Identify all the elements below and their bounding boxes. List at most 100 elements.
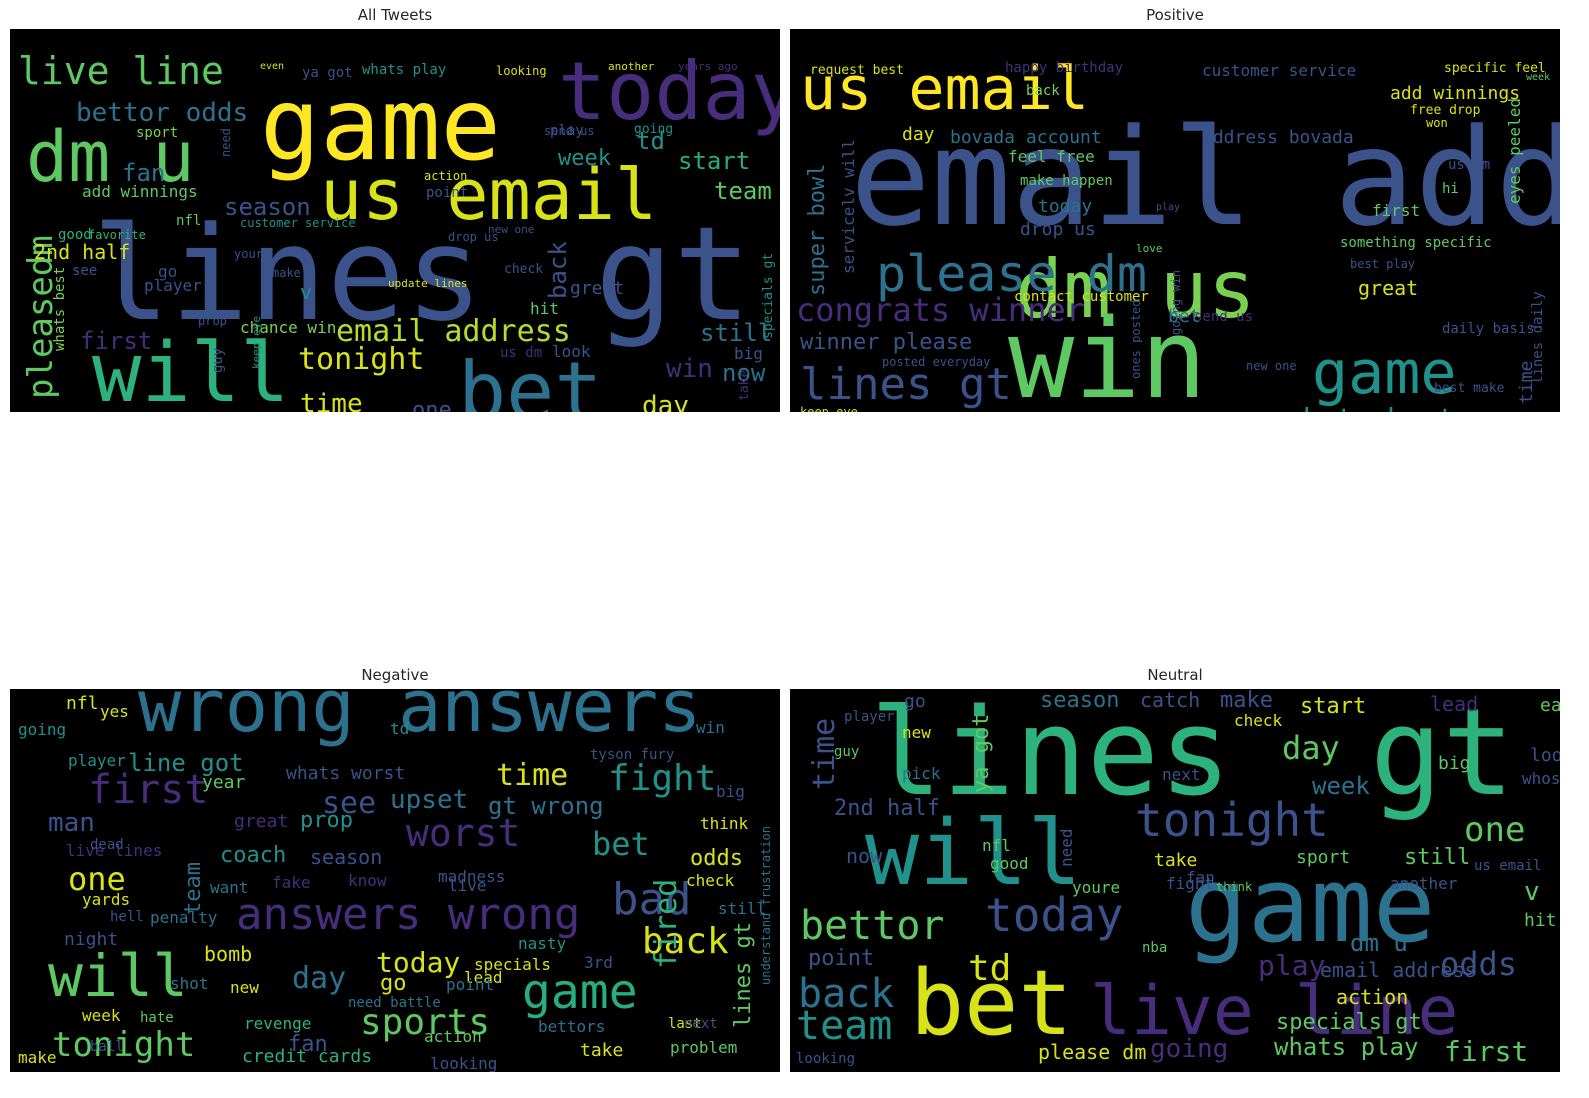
word-tonight: tonight xyxy=(1135,793,1329,847)
word-best-make: best make xyxy=(1434,381,1505,396)
word-please-dm: please dm xyxy=(876,245,1147,303)
word-make-happen: make happen xyxy=(1020,173,1113,189)
word-will: will xyxy=(48,942,188,1010)
word-favorite: favorite xyxy=(88,228,146,242)
word-update-lines: update lines xyxy=(388,277,467,290)
word-back: back xyxy=(798,971,894,1017)
word-won: won xyxy=(1426,116,1448,130)
word-bad: bad xyxy=(612,874,691,925)
word-tonight: tonight xyxy=(52,1025,195,1065)
word-daily-basis: daily basis xyxy=(1442,321,1535,337)
word-new-one: new one xyxy=(1246,359,1297,373)
word-today: today xyxy=(376,946,460,979)
word-another: another xyxy=(1390,874,1458,893)
word-going-win: going win xyxy=(1169,270,1183,335)
word-player: player xyxy=(68,751,126,770)
word-sport: sport xyxy=(1296,847,1350,868)
word-even: even xyxy=(260,61,284,72)
word-point: point xyxy=(426,185,468,201)
word-man: man xyxy=(48,808,95,838)
word-congrats-winner: congrats winner xyxy=(796,291,1085,329)
word-week: week xyxy=(1526,72,1550,83)
word-need-battle: need battle xyxy=(348,995,441,1011)
word-year: year xyxy=(202,772,246,793)
word-bet: bet xyxy=(1168,306,1201,327)
word-first: first xyxy=(1444,1035,1528,1068)
word-today: today xyxy=(985,888,1123,942)
word-td: td xyxy=(390,719,409,738)
word-posted-everyday: posted everyday xyxy=(882,355,990,369)
wordcloud-panel-neutral: lines gt will game bet live line today tonight b… xyxy=(790,689,1560,1072)
word-fan: fan xyxy=(288,1032,328,1057)
word-us-dm: us dm xyxy=(500,345,542,361)
word-dm-u: dm u xyxy=(26,116,195,198)
word-us-email: us email xyxy=(1474,858,1541,874)
word-player: player xyxy=(844,709,895,725)
wordcloud-panel-negative: wrong answers answers wrong will game sports… xyxy=(10,689,780,1072)
word-think: think xyxy=(1216,880,1253,894)
word-lead: lead xyxy=(1430,692,1478,716)
word-take: take xyxy=(1154,850,1197,871)
word-see: see xyxy=(72,263,97,279)
word-another: another xyxy=(608,60,655,73)
word-take: take xyxy=(580,1040,623,1061)
wordcloud-panel-all-tweets: lines gt game today will bet us email dm u live … xyxy=(10,29,780,412)
word-today: today xyxy=(1038,196,1092,217)
word-play: play xyxy=(550,123,584,139)
word-keep-eye: keep eye xyxy=(250,316,263,369)
word-going: going xyxy=(18,720,66,739)
word-fight: fight xyxy=(608,758,716,799)
word-today: today xyxy=(558,45,780,138)
word-td: td xyxy=(968,948,1011,989)
word-win: win xyxy=(696,718,725,737)
word-start: start xyxy=(1300,694,1366,719)
word-back: back xyxy=(642,921,729,962)
word-revenge: revenge xyxy=(244,1014,311,1033)
word-fight: fight xyxy=(1166,874,1214,893)
word-drop-us: drop us xyxy=(448,230,499,244)
word-action: action xyxy=(424,1027,482,1046)
word-email-address: email address xyxy=(336,314,571,349)
word-make: make xyxy=(1220,689,1273,713)
word-day: day xyxy=(1282,729,1340,767)
word-know: know xyxy=(348,871,387,890)
word-fan: fan xyxy=(122,159,165,187)
word-odds: odds xyxy=(690,846,743,871)
word-big: big xyxy=(716,782,745,801)
word-check: check xyxy=(504,262,543,277)
word-ball: ball xyxy=(90,1039,124,1055)
word-feel-free: feel free xyxy=(1008,147,1095,166)
word-season: season xyxy=(1040,689,1119,713)
word-day: day xyxy=(902,124,935,145)
word-think: think xyxy=(700,814,749,833)
word-take: take xyxy=(737,370,752,401)
word-looking: looking xyxy=(496,64,547,78)
word-bettor-odds: bettor odds xyxy=(76,98,248,128)
word-check: check xyxy=(1234,711,1283,730)
word-whats-best: whats best xyxy=(52,267,68,351)
word-send-us: send us xyxy=(1194,309,1253,325)
word-line-got: line got xyxy=(128,749,244,777)
word-keep-eye: keep eye xyxy=(800,405,858,412)
word-guy: guy xyxy=(834,744,859,760)
word-win: win xyxy=(666,354,713,384)
word-live-line: live line xyxy=(18,49,224,93)
word-first: first xyxy=(80,327,152,355)
word-still: still xyxy=(1404,845,1470,870)
word-specials-gt: specials gt xyxy=(1276,1010,1422,1035)
word-lines-gt: lines gt xyxy=(731,922,756,1028)
word-early: early xyxy=(1540,695,1560,716)
word-night: night xyxy=(64,929,118,950)
word-hate: hate xyxy=(140,1010,174,1026)
word-first: first xyxy=(1372,201,1420,220)
word-shot: shot xyxy=(170,974,209,993)
word-still: still xyxy=(718,899,766,918)
word-specials: specials xyxy=(474,955,551,974)
word-sport: sport xyxy=(136,125,178,141)
word-nfl: nfl xyxy=(66,693,99,714)
word-add-winnings: add winnings xyxy=(82,182,198,201)
word-going: going xyxy=(1150,1034,1228,1064)
